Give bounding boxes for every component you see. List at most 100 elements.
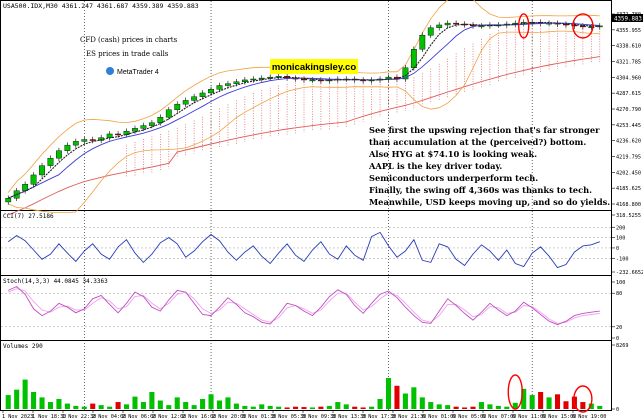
cci-series	[7, 231, 600, 269]
stoch-label: Stoch(14,3,3) 44.0845 34.3363	[3, 278, 108, 285]
candle-body	[89, 139, 96, 141]
time-tick-label: 1 Nov 18:30	[32, 414, 66, 420]
metatrader-logo: MetaTrader 4	[106, 67, 159, 76]
commentary-line: Also HYG at $74.10 is looking weak.	[368, 149, 537, 159]
price-tick-label: 4219.795	[616, 155, 641, 161]
time-tick-label: 2 Nov 20:00	[212, 414, 246, 420]
ichimoku-cloud	[8, 25, 601, 216]
time-tick-label: 3 Nov 21:30	[392, 414, 426, 420]
price-tick-label: 4236.620	[616, 139, 641, 145]
candle-body	[436, 24, 443, 28]
price-tick-label: 4355.955	[616, 28, 641, 34]
commentary-line: AAPL is the key driver today.	[368, 161, 502, 171]
time-tick-label: 6 Nov 07:00	[482, 414, 516, 420]
volume-bars	[5, 378, 603, 409]
candle-body	[520, 21, 527, 24]
cci-tick-label: -100	[616, 256, 629, 262]
stoch-series	[8, 285, 600, 326]
candle-body	[419, 35, 426, 50]
slow-moving-average-line	[8, 56, 600, 216]
candle-body	[470, 24, 476, 27]
stoch-tick-label: 100	[616, 280, 625, 286]
moving-averages	[7, 22, 600, 199]
candle-body	[241, 79, 248, 82]
cci-tick-label: 0	[616, 246, 619, 252]
time-tick-label: 6 Nov 05:00	[452, 414, 486, 420]
es-note: ES prices in trade calls	[86, 50, 169, 58]
commentary-line: Semiconductors underperform tech.	[369, 173, 538, 183]
candle-body	[199, 92, 206, 97]
time-tick-label: 6 Nov 19:00	[572, 414, 606, 420]
candle-body	[5, 198, 12, 203]
cci-tick-label: 318.5255	[616, 213, 641, 219]
volume-tick-label: 8269	[616, 343, 629, 349]
stoch-panel	[0, 275, 612, 341]
commentary-line: See first the upswing rejection that's f…	[369, 125, 600, 135]
cci-tick-label: -232.6652	[616, 270, 643, 276]
annotation-ellipse	[507, 374, 523, 410]
candle-body	[317, 79, 324, 82]
candle-body	[579, 25, 586, 28]
volume-tick-label: 0	[616, 407, 619, 413]
metatrader-label: MetaTrader 4	[117, 69, 159, 76]
time-tick-label: 6 Nov 11:00	[512, 414, 546, 420]
commentary-line: Meanwhile, USD keeps moving up, and so d…	[369, 197, 610, 208]
commentary-line: than accumulation at the (perceived?) bo…	[369, 137, 586, 147]
lower-band-line	[8, 30, 600, 214]
candle-body	[132, 128, 138, 132]
time-tick-label: 6 Nov 01:00	[422, 414, 456, 420]
candle-body	[444, 22, 451, 26]
volume-panel	[0, 340, 612, 411]
candle-body	[427, 27, 434, 36]
commentary-line: Finally, the swing off 4,360s was thanks…	[369, 185, 592, 196]
candle-body	[588, 26, 595, 29]
price-tick-label: 4253.445	[616, 123, 641, 129]
candle-body	[182, 100, 189, 105]
cfd-note: CFD (cash) prices in charts	[80, 36, 178, 44]
ma-black-line	[7, 22, 600, 199]
price-tick-label: 4338.610	[616, 44, 641, 50]
time-tick-label: 3 Nov 09:30	[302, 414, 336, 420]
current-price-value: 4359.883	[614, 17, 642, 23]
candle-body	[309, 79, 316, 82]
commentary: See first the upswing rejection that's f…	[368, 125, 610, 208]
candle-body	[140, 125, 147, 129]
candle-body	[208, 89, 214, 94]
candle-body	[165, 109, 172, 118]
time-tick-label: 2 Nov 16:00	[182, 414, 216, 420]
symbol-header: USA500.IDX,M30 4361.247 4361.687 4359.38…	[3, 2, 199, 10]
candle-body	[216, 85, 223, 90]
price-tick-label: 4168.800	[616, 202, 641, 208]
price-panel	[0, 0, 612, 211]
watermark-text: monicakingsley.co	[272, 62, 356, 73]
candle-body	[72, 141, 79, 146]
candle-body	[174, 103, 181, 110]
cci-tick-label: 100	[616, 236, 625, 242]
candle-body	[250, 78, 257, 81]
candle-body	[64, 144, 71, 151]
time-tick-label: 6 Nov 15:00	[542, 414, 576, 420]
annotations	[507, 13, 594, 413]
candle-body	[39, 165, 45, 176]
candle-body	[225, 83, 231, 86]
time-tick-label: 3 Nov 05:30	[272, 414, 306, 420]
stoch-tick-label: 20	[616, 325, 622, 331]
price-tick-label: 4321.785	[616, 60, 641, 66]
axis-labels: 4372.7804355.9554338.6104321.7854304.960…	[2, 12, 643, 420]
candle-body	[30, 174, 37, 185]
stoch-tick-label: 80	[616, 291, 622, 297]
cci-panel	[0, 210, 612, 276]
time-tick-label: 2 Nov 06:00	[122, 414, 156, 420]
time-tick-label: 3 Nov 13:30	[332, 414, 366, 420]
candle-body	[47, 157, 54, 166]
candle-body	[191, 96, 198, 101]
candle-body	[453, 22, 460, 25]
candle-body	[56, 150, 62, 159]
time-tick-label: 2 Nov 04:00	[92, 414, 126, 420]
volume-label: Volumes 290	[3, 343, 43, 350]
annotation-ellipse	[573, 385, 593, 413]
price-tick-label: 4202.450	[616, 170, 641, 176]
price-tick-label: 4287.615	[616, 91, 641, 97]
candle-body	[410, 48, 417, 69]
